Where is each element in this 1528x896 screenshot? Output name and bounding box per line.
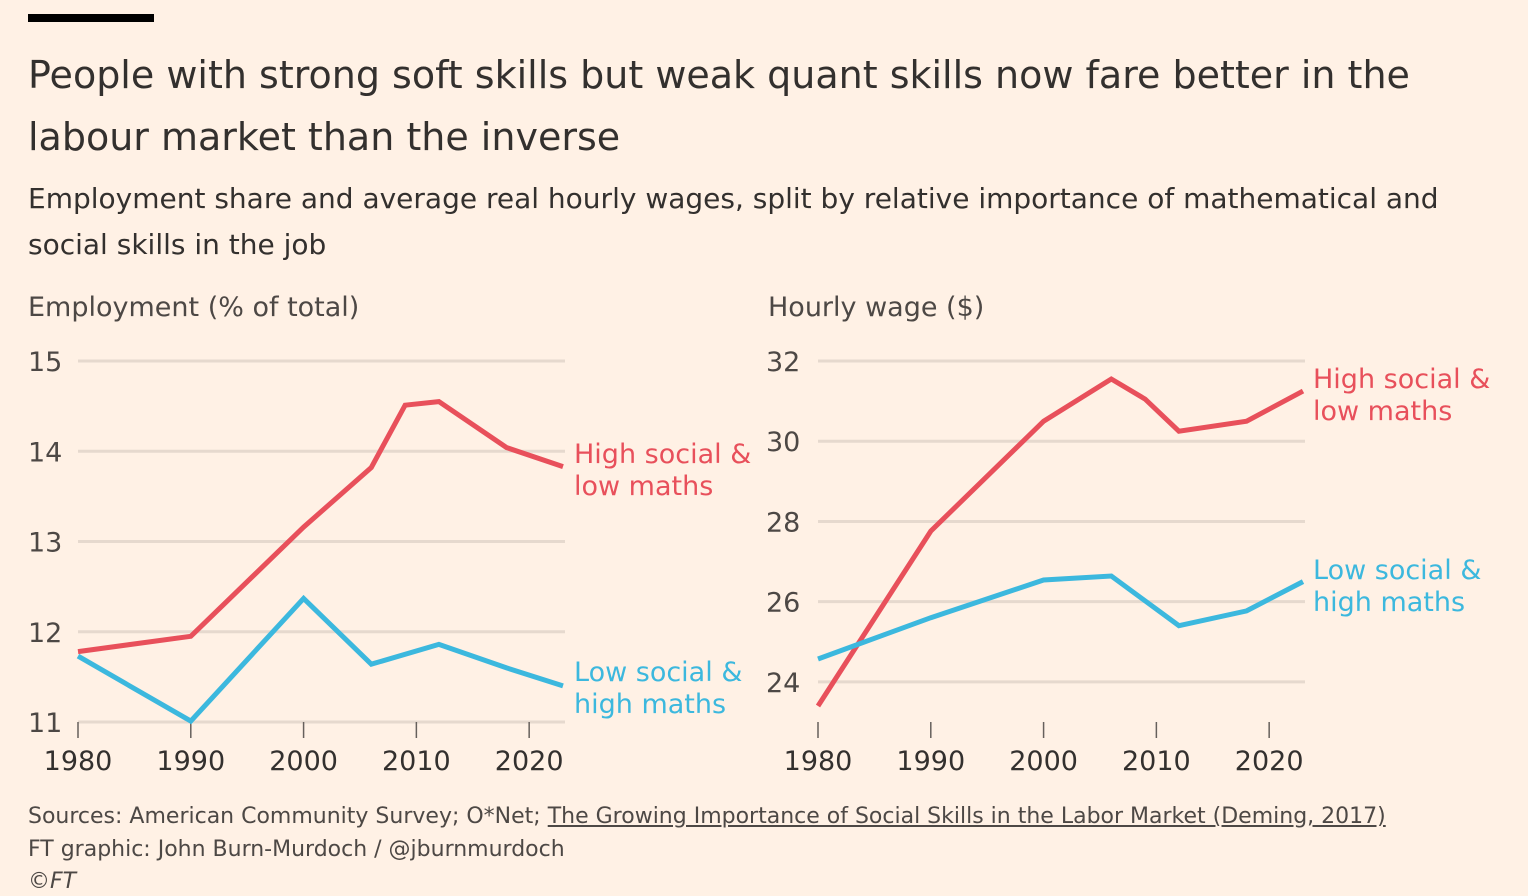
chart-subtitle: Employment share and average real hourly… bbox=[28, 182, 1439, 261]
employment-x-tick-label: 2000 bbox=[269, 746, 338, 777]
employment-y-tick-label: 14 bbox=[28, 437, 62, 468]
employment-line-high-social-low-maths bbox=[77, 399, 564, 655]
employment-x-tick-label: 2010 bbox=[382, 746, 451, 777]
employment-y-tick-label: 11 bbox=[28, 708, 62, 739]
employment-y-tick-label: 15 bbox=[28, 347, 62, 378]
employment-series-label-low-social-high-maths: high maths bbox=[574, 689, 726, 720]
employment-line-low-social-high-maths bbox=[76, 594, 564, 725]
wage-series-label-high-social-low-maths: low maths bbox=[1313, 396, 1452, 427]
wage-y-tick-label: 30 bbox=[766, 427, 800, 458]
employment-x-tick-label: 2020 bbox=[495, 746, 564, 777]
wage-x-tick-label: 2010 bbox=[1122, 746, 1191, 777]
employment-series-label-high-social-low-maths: High social & bbox=[574, 439, 751, 470]
wage-y-tick-label: 24 bbox=[766, 668, 800, 699]
employment-axis-title: Employment (% of total) bbox=[28, 292, 360, 323]
sources-link[interactable]: The Growing Importance of Social Skills … bbox=[547, 804, 1386, 829]
employment-series-label-low-social-high-maths: Low social & bbox=[574, 657, 742, 688]
wage-series-label-high-social-low-maths: High social & bbox=[1313, 364, 1490, 395]
employment-x-tick-label: 1990 bbox=[156, 746, 225, 777]
ft-top-bar bbox=[28, 14, 154, 22]
employment-y-tick-label: 13 bbox=[28, 528, 62, 559]
copyright: ©FT bbox=[28, 869, 77, 894]
wage-x-tick-label: 1980 bbox=[784, 746, 853, 777]
wage-y-tick-label: 32 bbox=[766, 347, 800, 378]
employment-y-tick-label: 12 bbox=[28, 618, 62, 649]
wage-x-tick-label: 2020 bbox=[1235, 746, 1304, 777]
wage-line-high-social-low-maths bbox=[815, 376, 1305, 708]
wage-series-label-low-social-high-maths: Low social & bbox=[1313, 555, 1481, 586]
wage-line-low-social-high-maths bbox=[817, 573, 1305, 662]
employment-series-label-high-social-low-maths: low maths bbox=[574, 471, 713, 502]
chart-title: People with strong soft skills but weak … bbox=[28, 53, 1410, 159]
wage-x-tick-label: 1990 bbox=[896, 746, 965, 777]
wage-y-tick-label: 26 bbox=[766, 588, 800, 619]
employment-x-tick-label: 1980 bbox=[44, 746, 113, 777]
sources-line: Sources: American Community Survey; O*Ne… bbox=[28, 804, 1386, 829]
wage-y-tick-label: 28 bbox=[766, 507, 800, 538]
wage-x-tick-label: 2000 bbox=[1009, 746, 1078, 777]
wage-series-label-low-social-high-maths: high maths bbox=[1313, 587, 1465, 618]
wage-axis-title: Hourly wage ($) bbox=[768, 292, 985, 323]
credit-line: FT graphic: John Burn-Murdoch / @jburnmu… bbox=[28, 837, 565, 862]
sources-prefix: Sources: American Community Survey; O*Ne… bbox=[28, 804, 548, 829]
